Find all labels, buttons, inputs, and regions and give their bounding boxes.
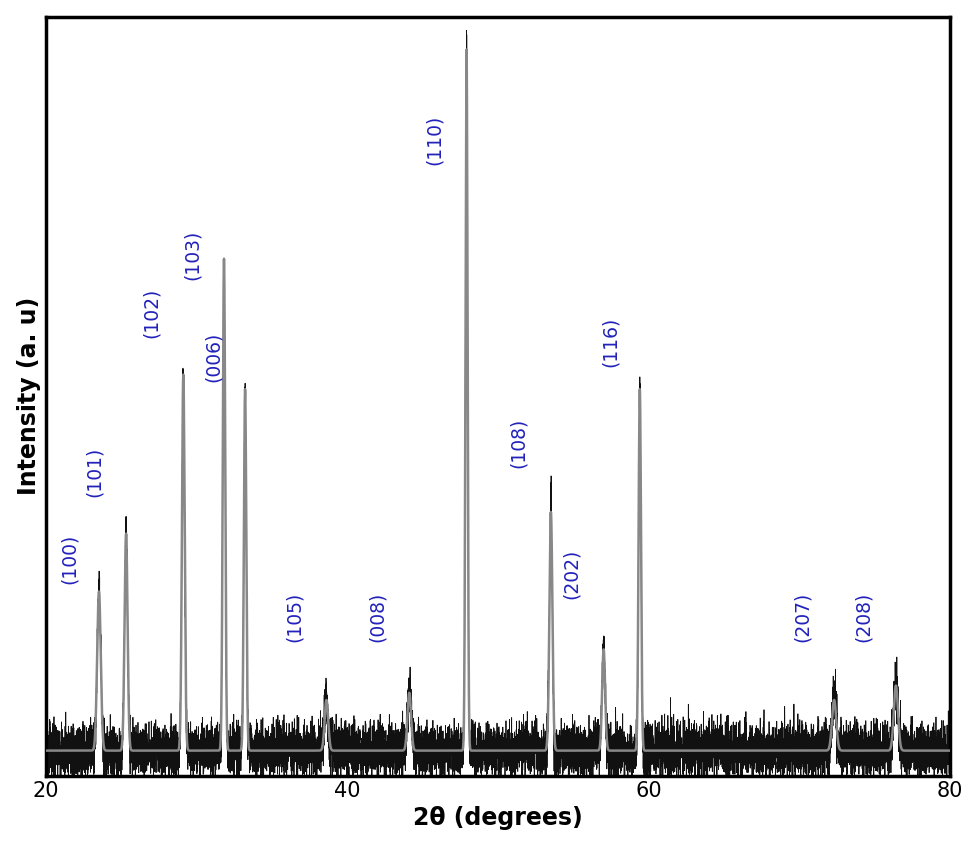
Text: (108): (108)	[510, 418, 528, 468]
Text: (202): (202)	[563, 548, 581, 599]
Text: (207): (207)	[793, 592, 811, 642]
X-axis label: 2θ (degrees): 2θ (degrees)	[414, 806, 583, 830]
Text: (105): (105)	[285, 592, 304, 642]
Text: (110): (110)	[425, 114, 444, 164]
Text: (208): (208)	[855, 592, 873, 642]
Text: (100): (100)	[61, 534, 79, 584]
Text: (101): (101)	[84, 447, 104, 497]
Text: (006): (006)	[204, 331, 223, 382]
Text: (103): (103)	[182, 230, 202, 280]
Text: (116): (116)	[601, 317, 620, 368]
Text: (102): (102)	[142, 288, 161, 338]
Text: (008): (008)	[368, 592, 387, 642]
Y-axis label: Intensity (a. u): Intensity (a. u)	[17, 297, 40, 495]
